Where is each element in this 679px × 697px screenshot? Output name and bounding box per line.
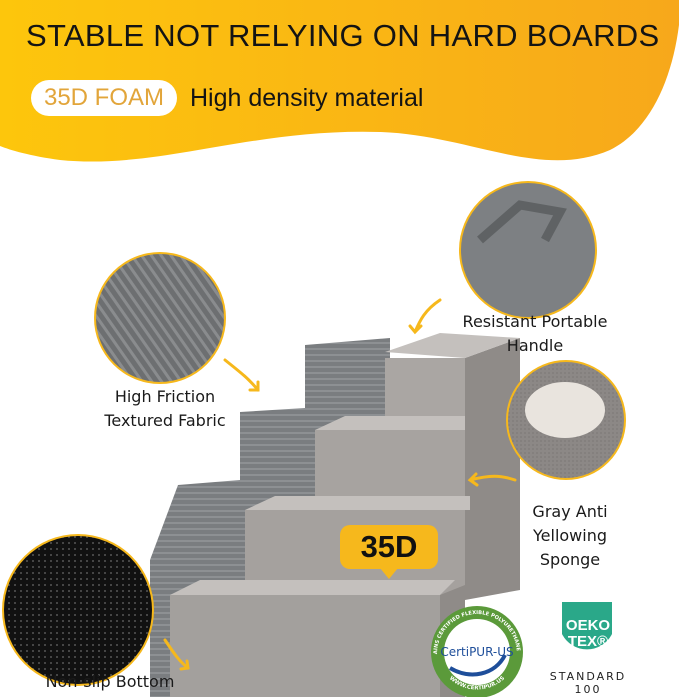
fabric-texture-circle xyxy=(94,252,226,384)
oeko-line2: TEX® xyxy=(568,633,608,650)
foam-badge: 35D FOAM xyxy=(31,80,177,116)
handle-label: Resistant Portable Handle xyxy=(440,310,630,358)
non-slip-circle xyxy=(2,534,154,686)
handle-label-line2: Handle xyxy=(506,336,564,355)
fabric-label-line1: High Friction xyxy=(114,387,216,406)
oeko-line1: OEKO xyxy=(566,617,611,634)
certipur-text: CertiPUR-US xyxy=(440,645,513,659)
handle-label-line1: Resistant Portable xyxy=(462,312,608,331)
handle-circle xyxy=(459,181,597,319)
page-title: STABLE NOT RELYING ON HARD BOARDS xyxy=(26,18,660,53)
density-tag: 35D xyxy=(340,525,438,579)
oeko-standard-text: STANDARD xyxy=(549,670,627,683)
sponge-label-line1: Gray Anti xyxy=(532,502,608,521)
oeko-standard: STANDARD 100 xyxy=(538,670,638,696)
sponge-label-line3: Sponge xyxy=(539,550,601,569)
oeko-tex-logo: OEKO TEX® xyxy=(562,602,612,650)
header-banner xyxy=(0,0,679,162)
arrow-icons xyxy=(163,298,517,671)
subtitle: High density material xyxy=(190,84,424,112)
fabric-label: High Friction Textured Fabric xyxy=(70,385,260,433)
foam-steps xyxy=(170,333,520,697)
non-slip-label: Non-slip Bottom xyxy=(45,672,175,691)
sponge-label-line2: Yellowing xyxy=(533,526,607,545)
sponge-label: Gray Anti Yellowing Sponge xyxy=(520,500,620,572)
sponge-circle xyxy=(506,360,626,480)
fabric-label-line2: Textured Fabric xyxy=(104,411,226,430)
oeko-standard-number: 100 xyxy=(574,683,602,696)
paw-icon xyxy=(525,382,605,438)
